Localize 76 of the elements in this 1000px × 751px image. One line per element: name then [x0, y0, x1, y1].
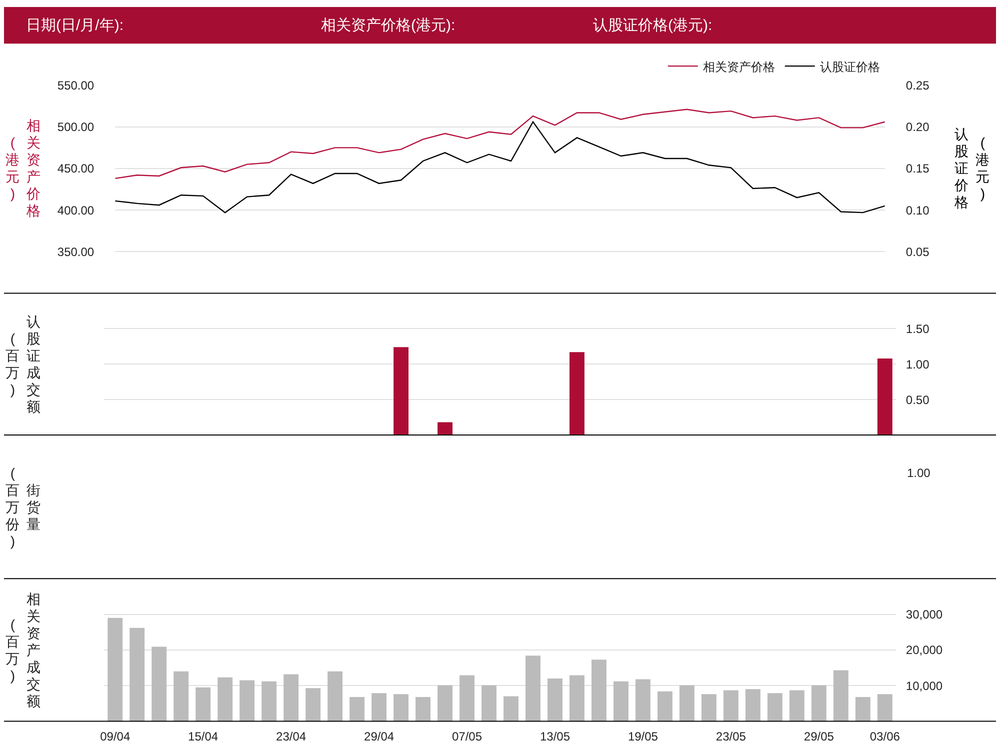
x-tick-label: 29/04 — [364, 729, 394, 744]
line-series — [115, 108, 885, 180]
bar — [569, 675, 584, 722]
bar — [789, 690, 804, 722]
bar — [723, 690, 738, 722]
bar — [284, 674, 299, 722]
bar — [679, 685, 694, 722]
bar — [569, 352, 584, 435]
bar — [811, 685, 826, 722]
bar — [108, 618, 123, 722]
bar — [657, 691, 672, 722]
bar — [130, 628, 145, 722]
x-tick-label: 23/05 — [716, 729, 746, 744]
y-tick-label: 550.00 — [57, 78, 94, 92]
bar — [174, 671, 189, 722]
y2-tick-label: 0.20 — [906, 120, 930, 134]
bar — [833, 670, 848, 722]
x-tick-label: 09/04 — [100, 729, 130, 744]
y-tick-label: 0.50 — [906, 392, 930, 407]
bar — [701, 694, 716, 722]
bar — [591, 660, 606, 722]
bar — [526, 656, 540, 722]
y-tick-label: 1.00 — [906, 357, 930, 372]
legend-label: 认股证价格 — [820, 60, 880, 74]
text: 街货量(百万份) — [6, 465, 41, 549]
y2-tick-label: 0.05 — [906, 244, 930, 259]
bar — [394, 694, 409, 722]
bar — [372, 693, 387, 722]
bar — [504, 696, 518, 722]
x-tick-label: 23/04 — [276, 729, 306, 744]
bar — [877, 694, 892, 722]
y-tick-label: 20,000 — [906, 643, 943, 658]
legend-label: 相关资产价格 — [702, 60, 775, 74]
bar — [548, 678, 562, 722]
y-tick-label: 1.50 — [906, 322, 930, 336]
bar — [877, 358, 892, 435]
bar — [306, 688, 321, 722]
bar — [613, 681, 628, 722]
y-tick-label: 350.00 — [57, 244, 94, 259]
bar — [635, 679, 650, 722]
bar — [855, 697, 870, 722]
y-tick-label: 30,000 — [906, 607, 943, 622]
bar — [262, 681, 277, 722]
y2-tick-label: 0.25 — [906, 78, 930, 92]
bar — [328, 671, 343, 722]
y-tick-label: 450.00 — [57, 162, 94, 176]
bar — [438, 685, 452, 722]
bar — [482, 685, 496, 722]
line-series — [115, 121, 885, 214]
bar — [767, 693, 782, 722]
text: 相关资产价格(港元) — [6, 118, 41, 218]
bar — [196, 687, 211, 722]
bar — [218, 677, 233, 722]
bar — [350, 697, 365, 722]
bar — [416, 697, 430, 722]
text: 认股证价格(港元): — [593, 17, 712, 34]
bar — [460, 675, 474, 722]
bar — [240, 680, 255, 722]
y-tick-label: 10,000 — [906, 678, 943, 693]
y-tick-label: 400.00 — [57, 203, 94, 218]
x-tick-label: 13/05 — [540, 729, 570, 744]
text: 日期(日/月/年): — [26, 17, 124, 34]
bar — [152, 646, 167, 722]
bar — [745, 689, 760, 722]
x-tick-label: 19/05 — [628, 729, 658, 744]
text: 认股证成交额(百万) — [6, 314, 41, 414]
x-tick-label: 29/05 — [804, 729, 834, 744]
bar — [438, 422, 452, 435]
text: 相关资产价格(港元): — [321, 17, 456, 34]
x-tick-label: 03/06 — [870, 729, 900, 744]
y-tick-label: 500.00 — [57, 120, 94, 134]
bar — [394, 347, 409, 435]
y2-tick-label: 0.10 — [906, 203, 930, 218]
x-tick-label: 15/04 — [188, 729, 218, 744]
x-tick-label: 07/05 — [452, 729, 482, 744]
y2-tick-label: 0.15 — [906, 162, 930, 176]
